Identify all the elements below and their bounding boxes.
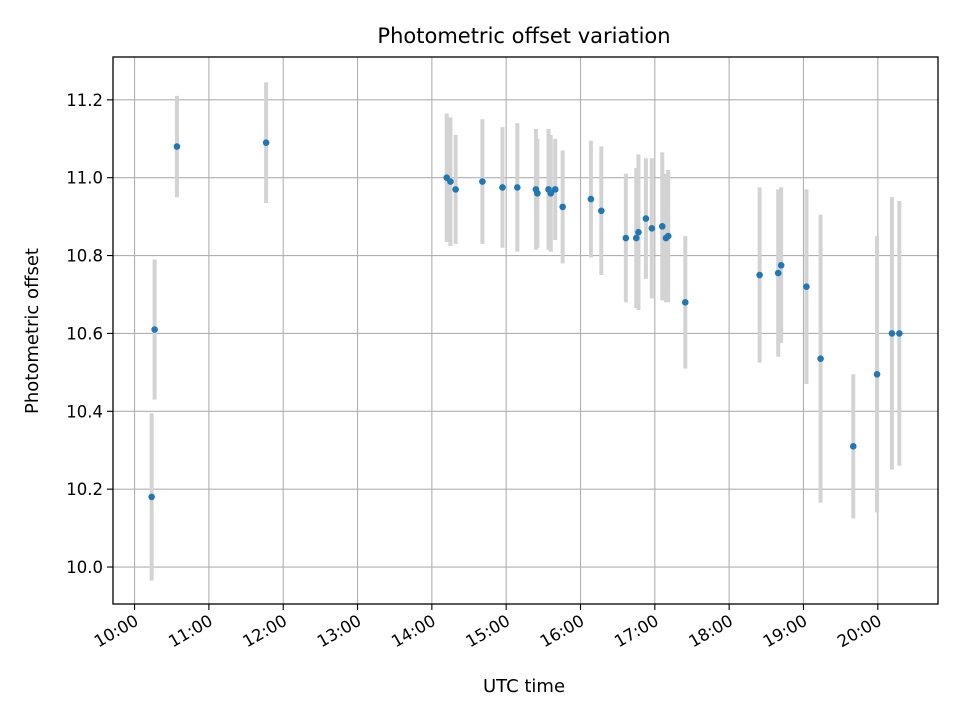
y-tick-label: 11.2 — [66, 91, 103, 110]
x-tick-label: 17:00 — [611, 611, 662, 651]
data-point — [888, 330, 896, 337]
data-point — [817, 355, 824, 363]
x-tick-label: 11:00 — [165, 611, 216, 651]
y-tick-label: 10.6 — [66, 324, 103, 343]
data-point — [173, 143, 181, 150]
x-tick-label: 13:00 — [314, 611, 365, 651]
data-point — [151, 326, 158, 333]
data-point — [622, 234, 630, 242]
y-axis-label: Photometric offset — [22, 248, 43, 414]
data-point — [452, 186, 459, 193]
y-tick-label: 10.8 — [66, 247, 103, 266]
error-bars — [149, 82, 902, 581]
x-tick-label: 18:00 — [685, 611, 736, 651]
data-point — [587, 195, 595, 203]
data-point — [777, 261, 785, 269]
data-point — [849, 443, 857, 450]
y-tick-label: 10.2 — [66, 480, 103, 499]
data-point — [447, 178, 454, 185]
data-point — [873, 370, 881, 378]
y-tick-label: 10.4 — [66, 402, 103, 421]
x-tick-label: 15:00 — [462, 611, 513, 651]
y-axis: 10.0 10.2 10.4 10.6 10.8 11.0 11.2 — [66, 91, 113, 577]
x-tick-label: 14:00 — [388, 611, 439, 651]
x-axis: 10:00 11:00 12:00 13:00 14:00 15:00 16:00 17:00… — [91, 604, 885, 651]
data-point — [635, 228, 642, 236]
data-point — [514, 184, 521, 191]
data-point — [642, 215, 650, 222]
data-point — [658, 223, 666, 230]
x-axis-label: UTC time — [483, 676, 565, 697]
x-tick-label: 20:00 — [834, 611, 885, 651]
data-point — [896, 330, 903, 337]
x-tick-label: 12:00 — [240, 611, 291, 651]
data-point — [262, 139, 270, 146]
chart-title: Photometric offset variation — [377, 24, 670, 48]
data-point — [551, 186, 559, 193]
x-tick-label: 16:00 — [537, 611, 588, 651]
data-point — [479, 178, 486, 185]
x-tick-label: 19:00 — [760, 611, 811, 651]
y-tick-label: 11.0 — [66, 169, 103, 188]
data-point — [664, 232, 672, 240]
y-tick-label: 10.0 — [66, 558, 103, 577]
grid — [113, 57, 938, 604]
data-point — [648, 225, 656, 232]
data-point — [803, 283, 810, 291]
data-points — [148, 139, 903, 501]
data-point — [632, 234, 640, 242]
plot-frame — [112, 56, 939, 605]
data-point — [534, 189, 541, 197]
data-point — [598, 207, 605, 215]
data-point — [148, 493, 155, 501]
data-point — [681, 298, 689, 306]
data-point — [559, 203, 566, 211]
data-point — [774, 269, 782, 277]
data-point — [756, 271, 763, 279]
data-point — [547, 189, 555, 197]
data-point — [499, 184, 506, 191]
x-tick-label: 10:00 — [91, 611, 142, 651]
